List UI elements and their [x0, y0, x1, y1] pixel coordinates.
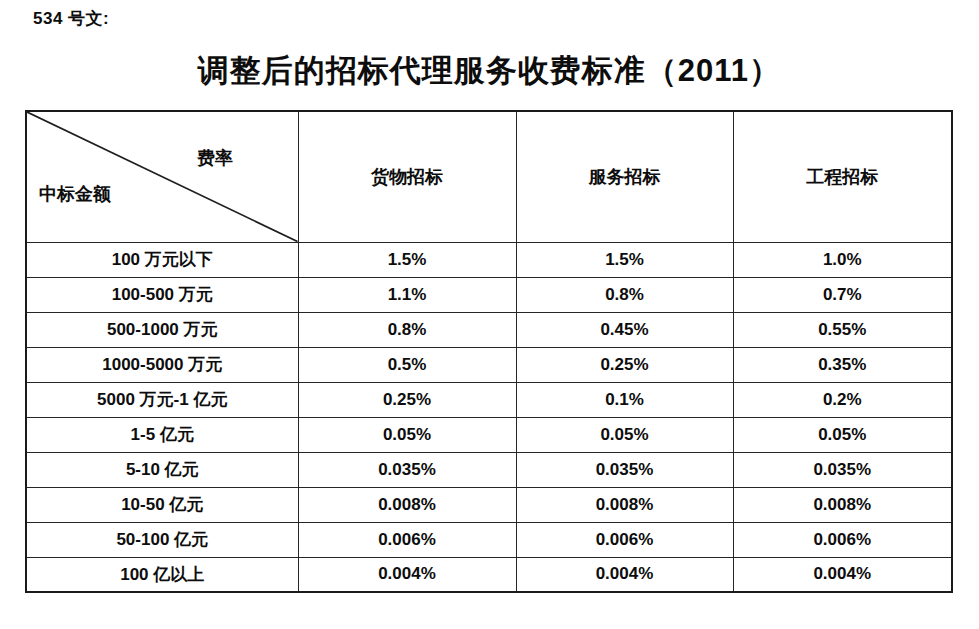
service-rate-cell: 0.05%: [516, 417, 733, 452]
service-rate-cell: 0.1%: [516, 382, 733, 417]
engineering-rate-cell: 0.2%: [733, 382, 952, 417]
goods-rate-cell: 0.006%: [298, 522, 516, 557]
amount-cell: 500-1000 万元: [26, 312, 298, 347]
engineering-rate-cell: 0.008%: [733, 487, 952, 522]
table-row: 10-50 亿元 0.008% 0.008% 0.008%: [26, 487, 952, 522]
amount-cell: 50-100 亿元: [26, 522, 298, 557]
corner-label-amount: 中标金额: [39, 182, 111, 206]
diagonal-line: [27, 112, 298, 242]
table-row: 1-5 亿元 0.05% 0.05% 0.05%: [26, 417, 952, 452]
service-rate-cell: 0.006%: [516, 522, 733, 557]
amount-cell: 5000 万元-1 亿元: [26, 382, 298, 417]
engineering-rate-cell: 0.7%: [733, 277, 952, 312]
goods-rate-cell: 1.5%: [298, 242, 516, 277]
service-rate-cell: 0.004%: [516, 557, 733, 592]
amount-cell: 1-5 亿元: [26, 417, 298, 452]
table-row: 100 万元以下 1.5% 1.5% 1.0%: [26, 242, 952, 277]
goods-rate-cell: 0.25%: [298, 382, 516, 417]
amount-cell: 10-50 亿元: [26, 487, 298, 522]
column-header-service: 服务招标: [516, 111, 733, 242]
amount-cell: 100 万元以下: [26, 242, 298, 277]
corner-label-rate: 费率: [197, 146, 233, 170]
table-row: 500-1000 万元 0.8% 0.45% 0.55%: [26, 312, 952, 347]
service-rate-cell: 0.45%: [516, 312, 733, 347]
table-row: 100 亿以上 0.004% 0.004% 0.004%: [26, 557, 952, 592]
engineering-rate-cell: 0.35%: [733, 347, 952, 382]
table-row: 100-500 万元 1.1% 0.8% 0.7%: [26, 277, 952, 312]
engineering-rate-cell: 0.006%: [733, 522, 952, 557]
goods-rate-cell: 0.05%: [298, 417, 516, 452]
service-rate-cell: 0.8%: [516, 277, 733, 312]
goods-rate-cell: 0.5%: [298, 347, 516, 382]
amount-cell: 100-500 万元: [26, 277, 298, 312]
table-header-row: 费率 中标金额 货物招标 服务招标 工程招标: [26, 111, 952, 242]
column-header-engineering: 工程招标: [733, 111, 952, 242]
table-row: 5000 万元-1 亿元 0.25% 0.1% 0.2%: [26, 382, 952, 417]
goods-rate-cell: 0.8%: [298, 312, 516, 347]
engineering-rate-cell: 0.004%: [733, 557, 952, 592]
service-rate-cell: 0.25%: [516, 347, 733, 382]
table-row: 5-10 亿元 0.035% 0.035% 0.035%: [26, 452, 952, 487]
column-header-goods: 货物招标: [298, 111, 516, 242]
table-body: 100 万元以下 1.5% 1.5% 1.0% 100-500 万元 1.1% …: [26, 242, 952, 592]
page-title: 调整后的招标代理服务收费标准（2011）: [0, 50, 979, 92]
table-row: 1000-5000 万元 0.5% 0.25% 0.35%: [26, 347, 952, 382]
document-page: 534 号文: 调整后的招标代理服务收费标准（2011） 费率 中标金额 货物招…: [0, 0, 979, 629]
goods-rate-cell: 0.004%: [298, 557, 516, 592]
service-rate-cell: 1.5%: [516, 242, 733, 277]
engineering-rate-cell: 0.55%: [733, 312, 952, 347]
service-rate-cell: 0.035%: [516, 452, 733, 487]
engineering-rate-cell: 0.05%: [733, 417, 952, 452]
service-rate-cell: 0.008%: [516, 487, 733, 522]
amount-cell: 100 亿以上: [26, 557, 298, 592]
goods-rate-cell: 0.035%: [298, 452, 516, 487]
fee-standard-table: 费率 中标金额 货物招标 服务招标 工程招标 100 万元以下 1.5% 1.5…: [25, 110, 953, 593]
engineering-rate-cell: 0.035%: [733, 452, 952, 487]
engineering-rate-cell: 1.0%: [733, 242, 952, 277]
table-row: 50-100 亿元 0.006% 0.006% 0.006%: [26, 522, 952, 557]
amount-cell: 1000-5000 万元: [26, 347, 298, 382]
amount-cell: 5-10 亿元: [26, 452, 298, 487]
goods-rate-cell: 1.1%: [298, 277, 516, 312]
goods-rate-cell: 0.008%: [298, 487, 516, 522]
doc-number-label: 534 号文:: [33, 7, 109, 30]
diagonal-header-cell: 费率 中标金额: [26, 111, 298, 242]
